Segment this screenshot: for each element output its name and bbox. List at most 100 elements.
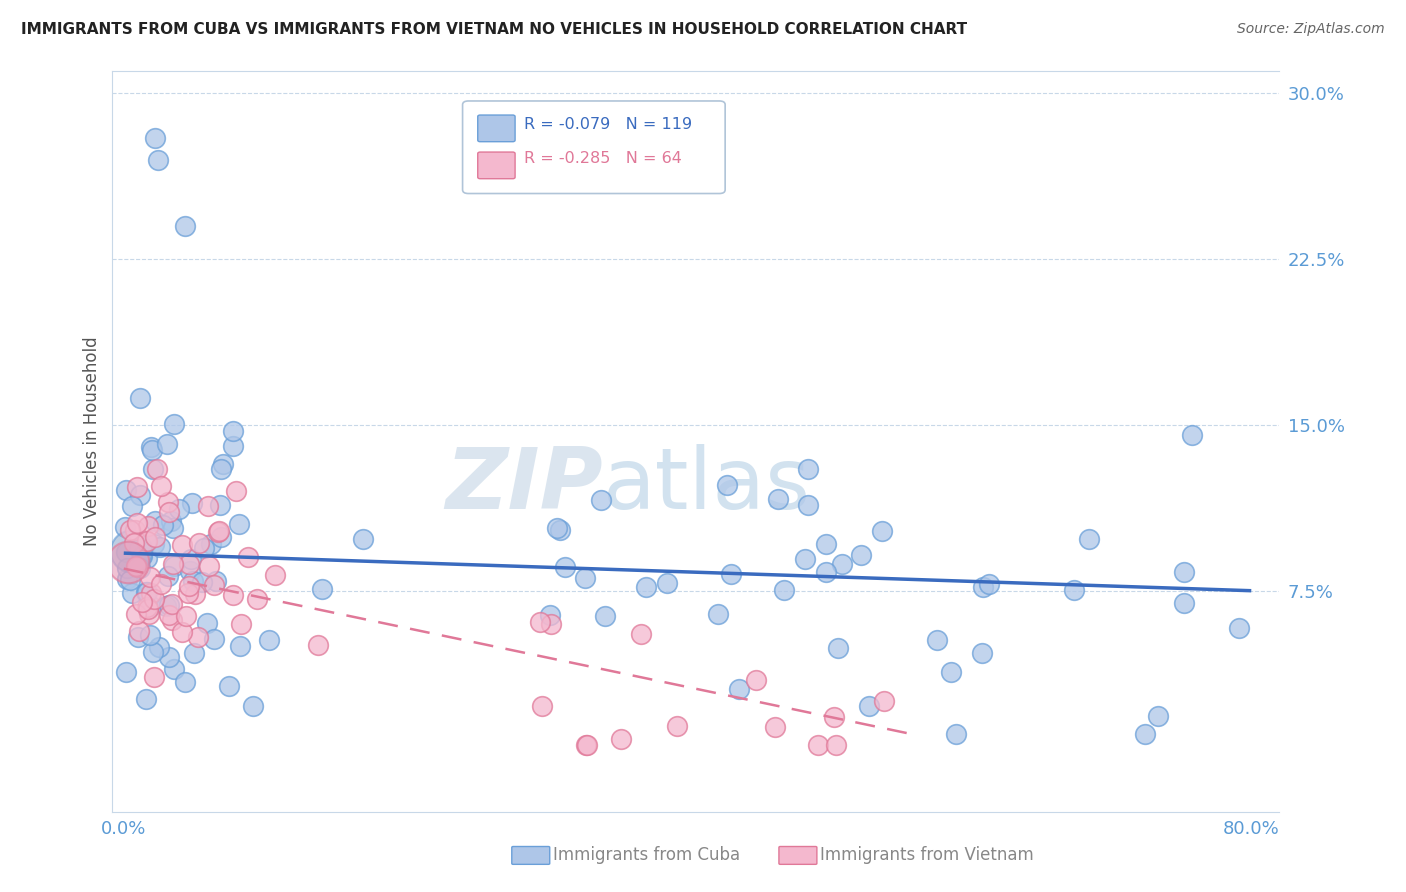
Point xyxy=(827,640,849,655)
Point xyxy=(155,599,177,613)
Point xyxy=(114,520,136,534)
Point xyxy=(139,599,162,614)
Point xyxy=(728,681,751,696)
Point xyxy=(1173,566,1195,580)
Point xyxy=(242,699,264,714)
Point xyxy=(794,552,817,566)
Point xyxy=(823,709,845,723)
Point xyxy=(179,579,201,593)
Point xyxy=(162,597,184,611)
FancyBboxPatch shape xyxy=(463,101,725,194)
Point xyxy=(129,391,152,405)
Point xyxy=(636,580,658,594)
Point xyxy=(143,670,166,684)
Point xyxy=(745,673,768,687)
Point xyxy=(157,505,180,519)
Point xyxy=(163,558,186,573)
Point xyxy=(825,739,848,753)
Point xyxy=(114,483,136,498)
Point xyxy=(128,541,150,556)
Point xyxy=(136,534,159,549)
Point xyxy=(122,535,145,549)
Point xyxy=(162,521,184,535)
Point xyxy=(172,538,194,552)
Point xyxy=(574,571,596,585)
Point xyxy=(135,584,157,599)
FancyBboxPatch shape xyxy=(478,115,515,142)
Point xyxy=(159,514,181,528)
Point xyxy=(136,599,159,614)
Point xyxy=(657,575,679,590)
Point xyxy=(143,530,166,544)
Point xyxy=(120,544,142,558)
Point xyxy=(209,530,232,544)
Point xyxy=(127,516,149,531)
Point xyxy=(195,615,218,630)
Point xyxy=(720,566,742,581)
Point xyxy=(136,551,159,566)
Point xyxy=(188,535,211,549)
Point xyxy=(143,130,166,145)
Point xyxy=(163,662,186,676)
Point xyxy=(156,437,179,451)
Point xyxy=(184,587,207,601)
Text: atlas: atlas xyxy=(603,444,811,527)
Point xyxy=(169,502,191,516)
Point xyxy=(136,602,159,616)
Point xyxy=(127,560,149,574)
Point xyxy=(198,558,221,573)
Point xyxy=(925,633,948,648)
FancyBboxPatch shape xyxy=(478,152,515,178)
Point xyxy=(141,440,163,454)
Point xyxy=(177,586,200,600)
Point xyxy=(124,523,146,537)
Point xyxy=(125,559,148,574)
Point xyxy=(174,609,197,624)
Text: R = -0.285   N = 64: R = -0.285 N = 64 xyxy=(524,151,682,166)
Point xyxy=(610,732,633,747)
Point xyxy=(183,646,205,660)
Point xyxy=(872,693,894,707)
Point xyxy=(814,536,837,550)
Point xyxy=(157,650,180,665)
Point xyxy=(181,574,204,589)
Point xyxy=(209,461,232,475)
Point xyxy=(773,583,796,598)
Point xyxy=(117,555,139,569)
Point xyxy=(716,478,738,492)
Point xyxy=(576,739,599,753)
Point xyxy=(114,545,136,559)
Point xyxy=(575,739,598,753)
Point xyxy=(807,739,830,753)
Point xyxy=(666,719,689,733)
Point xyxy=(127,480,149,494)
Point xyxy=(1078,532,1101,546)
Point xyxy=(228,639,250,653)
Point xyxy=(208,524,231,538)
Point xyxy=(149,540,172,554)
Y-axis label: No Vehicles in Household: No Vehicles in Household xyxy=(83,336,101,547)
Point xyxy=(121,499,143,513)
Point xyxy=(115,561,138,575)
Point xyxy=(174,219,197,233)
Point xyxy=(858,699,880,714)
Point xyxy=(550,523,572,537)
Point xyxy=(796,498,818,512)
Point xyxy=(591,493,613,508)
Point xyxy=(546,521,568,535)
Point xyxy=(831,557,853,571)
Point xyxy=(143,591,166,606)
Point xyxy=(218,679,240,693)
Point xyxy=(136,519,159,533)
Point xyxy=(163,417,186,432)
Point xyxy=(307,639,329,653)
Point xyxy=(131,549,153,564)
Point xyxy=(200,537,222,551)
Point xyxy=(180,552,202,566)
Point xyxy=(152,518,174,533)
Point xyxy=(1063,582,1085,597)
Point xyxy=(796,462,818,476)
Point xyxy=(145,462,167,476)
Point xyxy=(124,607,146,621)
Point xyxy=(229,617,252,632)
